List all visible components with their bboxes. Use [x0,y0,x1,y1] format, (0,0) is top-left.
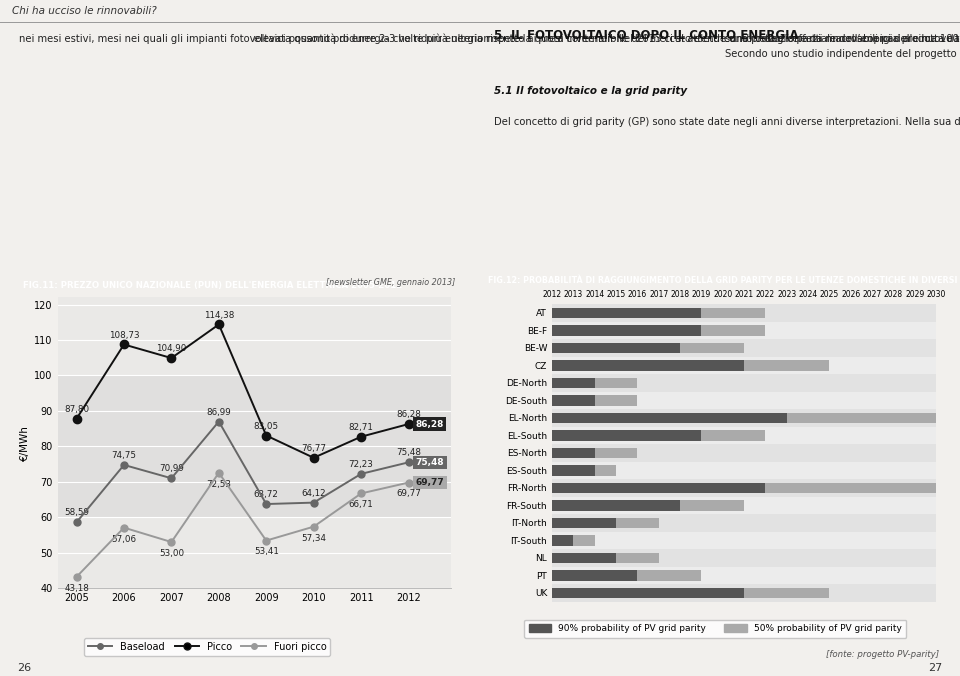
Bar [552,479,936,497]
Bar [552,375,936,391]
Bar [552,308,765,318]
Bar [552,497,936,514]
Bar [552,322,936,339]
Text: 82,71: 82,71 [348,422,373,432]
Bar [552,427,936,444]
Text: FIG.11: PREZZO UNICO NAZIONALE (PUN) DELL'ENERGIA ELETTRICA 2005-2012: FIG.11: PREZZO UNICO NAZIONALE (PUN) DEL… [23,281,402,290]
Legend: 90% probability of PV grid parity, 50% probability of PV grid parity: 90% probability of PV grid parity, 50% p… [524,620,906,637]
Text: 86,28: 86,28 [396,410,420,419]
Text: 64,12: 64,12 [301,489,326,498]
Text: Chi ha ucciso le rinnovabili?: Chi ha ucciso le rinnovabili? [12,5,156,16]
Text: 66,71: 66,71 [348,500,373,509]
Text: 75,48: 75,48 [396,448,421,458]
Text: Del concetto di grid parity (GP) sono state date negli anni diverse interpretazi: Del concetto di grid parity (GP) sono st… [494,116,960,127]
Text: sumo totale o parziale dell’energia prodotta dall’impianto fotovoltaico. Per def: sumo totale o parziale dell’energia prod… [725,34,960,59]
Text: FIG.12: PROBABILITÀ DI RAGGIUNGIMENTO DELLA GRID PARITY PER LE UTENZE DOMESTICHE: FIG.12: PROBABILITÀ DI RAGGIUNGIMENTO DE… [489,276,960,285]
Bar [552,357,936,375]
Text: 75,48: 75,48 [416,458,444,467]
Bar [552,553,659,563]
Bar [552,325,702,336]
Bar [552,587,829,598]
Text: 70,99: 70,99 [159,464,184,473]
Bar [552,430,765,441]
Text: 57,34: 57,34 [301,533,326,543]
Bar [552,395,594,406]
Legend: Baseload, Picco, Fuori picco: Baseload, Picco, Fuori picco [84,638,330,656]
Bar [552,518,616,528]
Bar [552,500,680,510]
Text: 69,77: 69,77 [396,489,420,498]
Text: 86,99: 86,99 [206,408,231,416]
Bar [552,500,744,510]
Bar [58,297,451,375]
Text: 57,06: 57,06 [111,535,136,544]
Bar [552,549,936,566]
Text: [fonte: progetto PV-parity]: [fonte: progetto PV-parity] [826,650,939,659]
Bar [552,343,744,353]
Text: 72,53: 72,53 [206,480,231,489]
Bar [552,570,637,581]
Bar [552,378,637,388]
Bar [552,553,616,563]
Bar [552,448,594,458]
Text: 43,18: 43,18 [64,584,89,593]
Bar [552,448,637,458]
Text: 69,77: 69,77 [416,478,444,487]
Bar [552,483,765,493]
Text: 76,77: 76,77 [301,444,326,453]
Text: 86,28: 86,28 [416,420,444,429]
Bar [552,483,936,493]
Bar [552,584,936,602]
Bar [552,518,659,528]
Text: 26: 26 [17,662,32,673]
Text: 5. IL FOTOVOLTAICO DOPO IL CONTO ENERGIA: 5. IL FOTOVOLTAICO DOPO IL CONTO ENERGIA [494,29,799,42]
Bar [58,517,451,588]
Bar [552,465,616,476]
Text: 58,59: 58,59 [64,508,89,517]
Bar [552,378,594,388]
Bar [552,412,936,423]
Bar [552,304,936,322]
Bar [552,395,637,406]
Text: 5.1 Il fotovoltaico e la grid parity: 5.1 Il fotovoltaico e la grid parity [494,86,687,96]
Text: 74,75: 74,75 [111,451,136,460]
Bar [552,465,594,476]
Bar [552,360,829,370]
Bar [552,566,936,584]
Text: [newsletter GME, gennaio 2013]: [newsletter GME, gennaio 2013] [325,279,455,287]
Bar [552,339,936,357]
Bar [552,514,936,531]
Text: elevata quantità di energia che ridurrà ulteriormente la quota contendibile del : elevata quantità di energia che ridurrà … [254,34,960,45]
Text: 72,23: 72,23 [348,460,373,469]
Text: 83,05: 83,05 [253,422,278,431]
Text: 53,41: 53,41 [253,548,278,556]
Bar [552,409,936,427]
Bar [552,430,702,441]
Bar [552,535,594,546]
Y-axis label: €/MWh: €/MWh [20,425,30,461]
Bar [552,325,765,336]
Text: 53,00: 53,00 [158,549,184,558]
Bar [552,308,702,318]
Bar [552,462,936,479]
Text: 104,90: 104,90 [156,344,186,353]
Bar [58,375,451,517]
Bar [552,391,936,409]
Bar [552,412,786,423]
Bar [552,587,744,598]
Bar [552,570,702,581]
Bar [552,444,936,462]
Bar [552,343,680,353]
Text: 87,80: 87,80 [64,405,89,414]
Text: 63,72: 63,72 [253,490,278,499]
Text: 114,38: 114,38 [204,310,234,320]
Text: 108,73: 108,73 [108,331,139,339]
Bar [552,360,744,370]
Text: 27: 27 [928,662,943,673]
Bar [552,535,573,546]
Bar [552,531,936,549]
Text: nei mesi estivi, mesi nei quali gli impianti fotovoltaici possono produrre 2-3 v: nei mesi estivi, mesi nei quali gli impi… [19,34,960,45]
